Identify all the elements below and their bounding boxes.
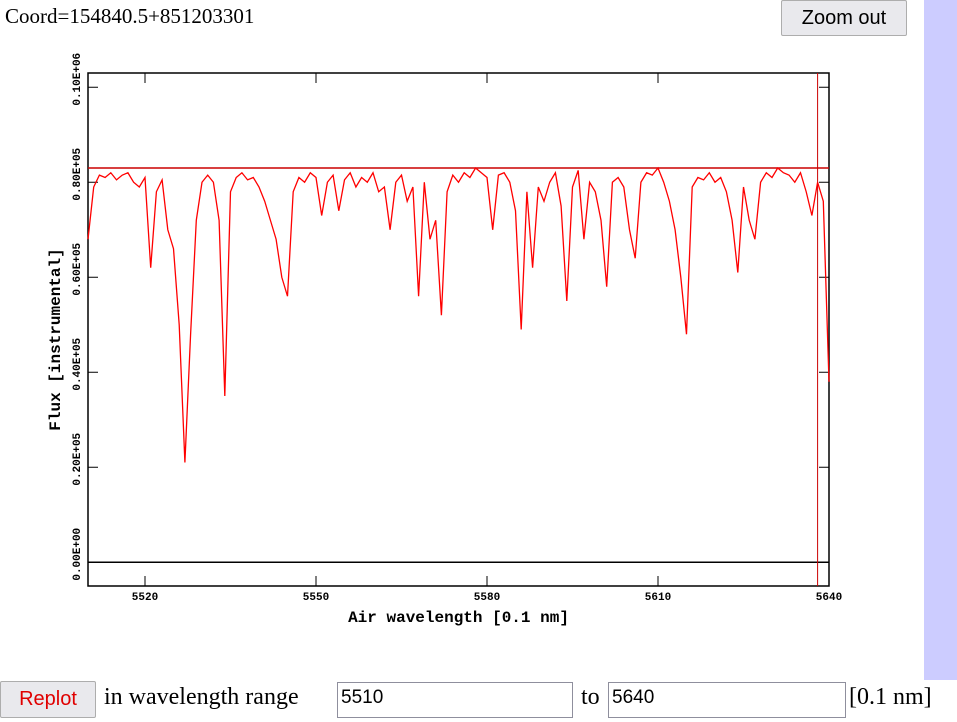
coord-text: Coord=154840.5+851203301 <box>5 4 255 28</box>
x-tick-label: 5550 <box>303 592 329 604</box>
to-input[interactable]: 5640 <box>608 682 846 718</box>
y-tick-label: 0.60E+05 <box>72 242 84 295</box>
replot-button[interactable]: Replot <box>0 681 96 718</box>
x-tick-label: 5640 <box>816 592 842 604</box>
range-label: in wavelength range <box>104 684 299 710</box>
x-tick-label: 5610 <box>645 592 671 604</box>
y-axis-title: Flux [instrumental] <box>47 248 65 430</box>
spectrum-chart: 5520 5550 5580 5610 5640 0.00E+00 0.20E+05 0.40… <box>47 53 842 627</box>
x-axis-title: Air wavelength [0.1 nm] <box>348 609 569 627</box>
to-label: to <box>581 684 600 710</box>
y-tick-label: 0.40E+05 <box>72 337 84 390</box>
side-panel <box>924 0 957 680</box>
unit-label: [0.1 nm] <box>849 684 932 710</box>
x-tick-label: 5520 <box>132 592 158 604</box>
y-tick-label: 0.80E+05 <box>72 147 84 200</box>
y-tick-label: 0.00E+00 <box>72 528 84 581</box>
x-tick-label: 5580 <box>474 592 500 604</box>
zoom-out-button[interactable]: Zoom out <box>781 0 907 36</box>
y-tick-label: 0.10E+06 <box>72 53 84 106</box>
y-tick-label: 0.20E+05 <box>72 432 84 485</box>
plot-frame <box>87 72 830 587</box>
spectrum-line <box>87 166 830 463</box>
from-input[interactable]: 5510 <box>337 682 573 718</box>
